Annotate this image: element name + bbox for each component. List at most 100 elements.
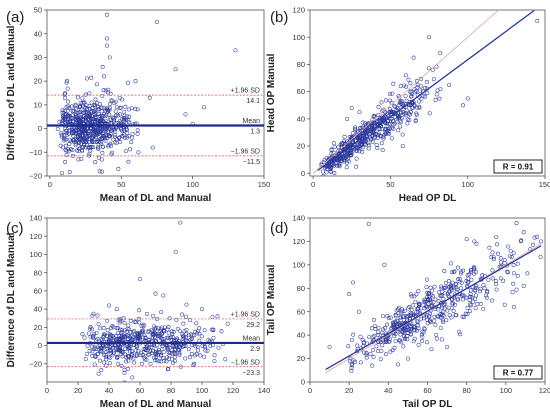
data-point <box>534 211 537 214</box>
data-point <box>408 109 413 114</box>
x-tick-label: 0 <box>45 386 49 395</box>
data-point <box>91 102 96 107</box>
data-point <box>80 332 85 337</box>
data-point <box>209 327 214 332</box>
data-point <box>431 294 435 299</box>
data-point <box>416 301 421 306</box>
data-point <box>339 158 344 163</box>
data-point <box>347 135 352 139</box>
data-point <box>76 157 81 162</box>
data-point <box>193 329 198 334</box>
data-point <box>169 329 174 334</box>
data-point <box>65 79 69 84</box>
data-point <box>433 97 438 102</box>
data-point <box>420 329 425 334</box>
data-point <box>129 349 134 354</box>
data-point <box>442 269 447 274</box>
data-point <box>147 95 152 100</box>
data-point <box>380 314 385 319</box>
data-point <box>150 145 155 150</box>
panel-label-c: (c) <box>6 220 24 237</box>
data-point <box>82 106 87 111</box>
data-point <box>417 104 422 109</box>
data-point <box>506 244 511 249</box>
data-point <box>216 345 221 350</box>
data-point <box>437 96 442 101</box>
data-point <box>96 371 101 376</box>
data-point <box>351 135 356 140</box>
data-point <box>108 141 113 146</box>
data-point <box>129 334 134 339</box>
data-point <box>126 107 131 112</box>
data-point <box>410 303 415 308</box>
data-point <box>406 327 411 332</box>
data-point <box>425 290 430 295</box>
data-point <box>186 333 191 338</box>
data-point <box>525 271 530 276</box>
data-point <box>395 113 400 118</box>
plot-frame <box>46 9 265 177</box>
data-point <box>122 113 127 118</box>
data-point <box>379 100 384 105</box>
data-point <box>438 293 443 298</box>
data-point <box>138 353 143 358</box>
data-point <box>82 142 87 147</box>
data-point <box>412 102 417 107</box>
data-point <box>128 147 133 152</box>
data-point <box>197 331 202 336</box>
data-point <box>346 140 351 145</box>
data-point <box>538 254 543 259</box>
x-tick-label: 40 <box>384 386 392 395</box>
data-point <box>535 18 540 23</box>
data-point <box>400 309 405 314</box>
data-point <box>124 359 129 364</box>
data-point <box>335 163 340 168</box>
data-point <box>100 64 105 69</box>
data-point <box>412 336 417 341</box>
data-point <box>107 361 112 366</box>
data-point <box>401 102 406 107</box>
data-point <box>455 297 460 302</box>
data-point <box>456 297 461 302</box>
data-point <box>378 117 383 122</box>
data-point <box>439 337 444 342</box>
y-tick-label: 140 <box>292 214 305 223</box>
data-point <box>64 128 69 133</box>
data-point <box>122 128 127 133</box>
data-point <box>87 91 92 96</box>
data-point <box>87 106 92 111</box>
data-point <box>502 261 507 266</box>
data-point <box>88 116 93 121</box>
data-point <box>125 114 130 119</box>
data-point <box>65 86 70 91</box>
data-point <box>349 134 354 139</box>
data-point <box>135 128 140 133</box>
data-point <box>405 337 410 342</box>
data-point <box>439 284 444 289</box>
data-point <box>380 343 385 348</box>
data-point <box>438 87 443 92</box>
data-point <box>419 84 424 89</box>
data-point <box>109 350 114 355</box>
data-point <box>101 360 106 365</box>
x-tick-label: 120 <box>539 386 550 395</box>
data-point <box>370 133 375 138</box>
data-point <box>370 348 375 353</box>
data-point <box>107 55 112 60</box>
data-point <box>123 335 128 340</box>
data-point <box>114 105 119 110</box>
data-point <box>64 112 69 117</box>
data-point <box>132 329 137 334</box>
data-point <box>192 361 197 366</box>
data-point <box>403 73 408 78</box>
data-point <box>346 159 351 164</box>
data-point <box>396 116 400 121</box>
data-point <box>354 164 359 169</box>
data-point <box>154 19 159 24</box>
data-point <box>490 298 494 303</box>
data-point <box>345 116 350 121</box>
data-point <box>129 140 134 144</box>
data-point <box>381 135 386 140</box>
data-point <box>383 131 388 136</box>
data-point <box>82 335 87 340</box>
